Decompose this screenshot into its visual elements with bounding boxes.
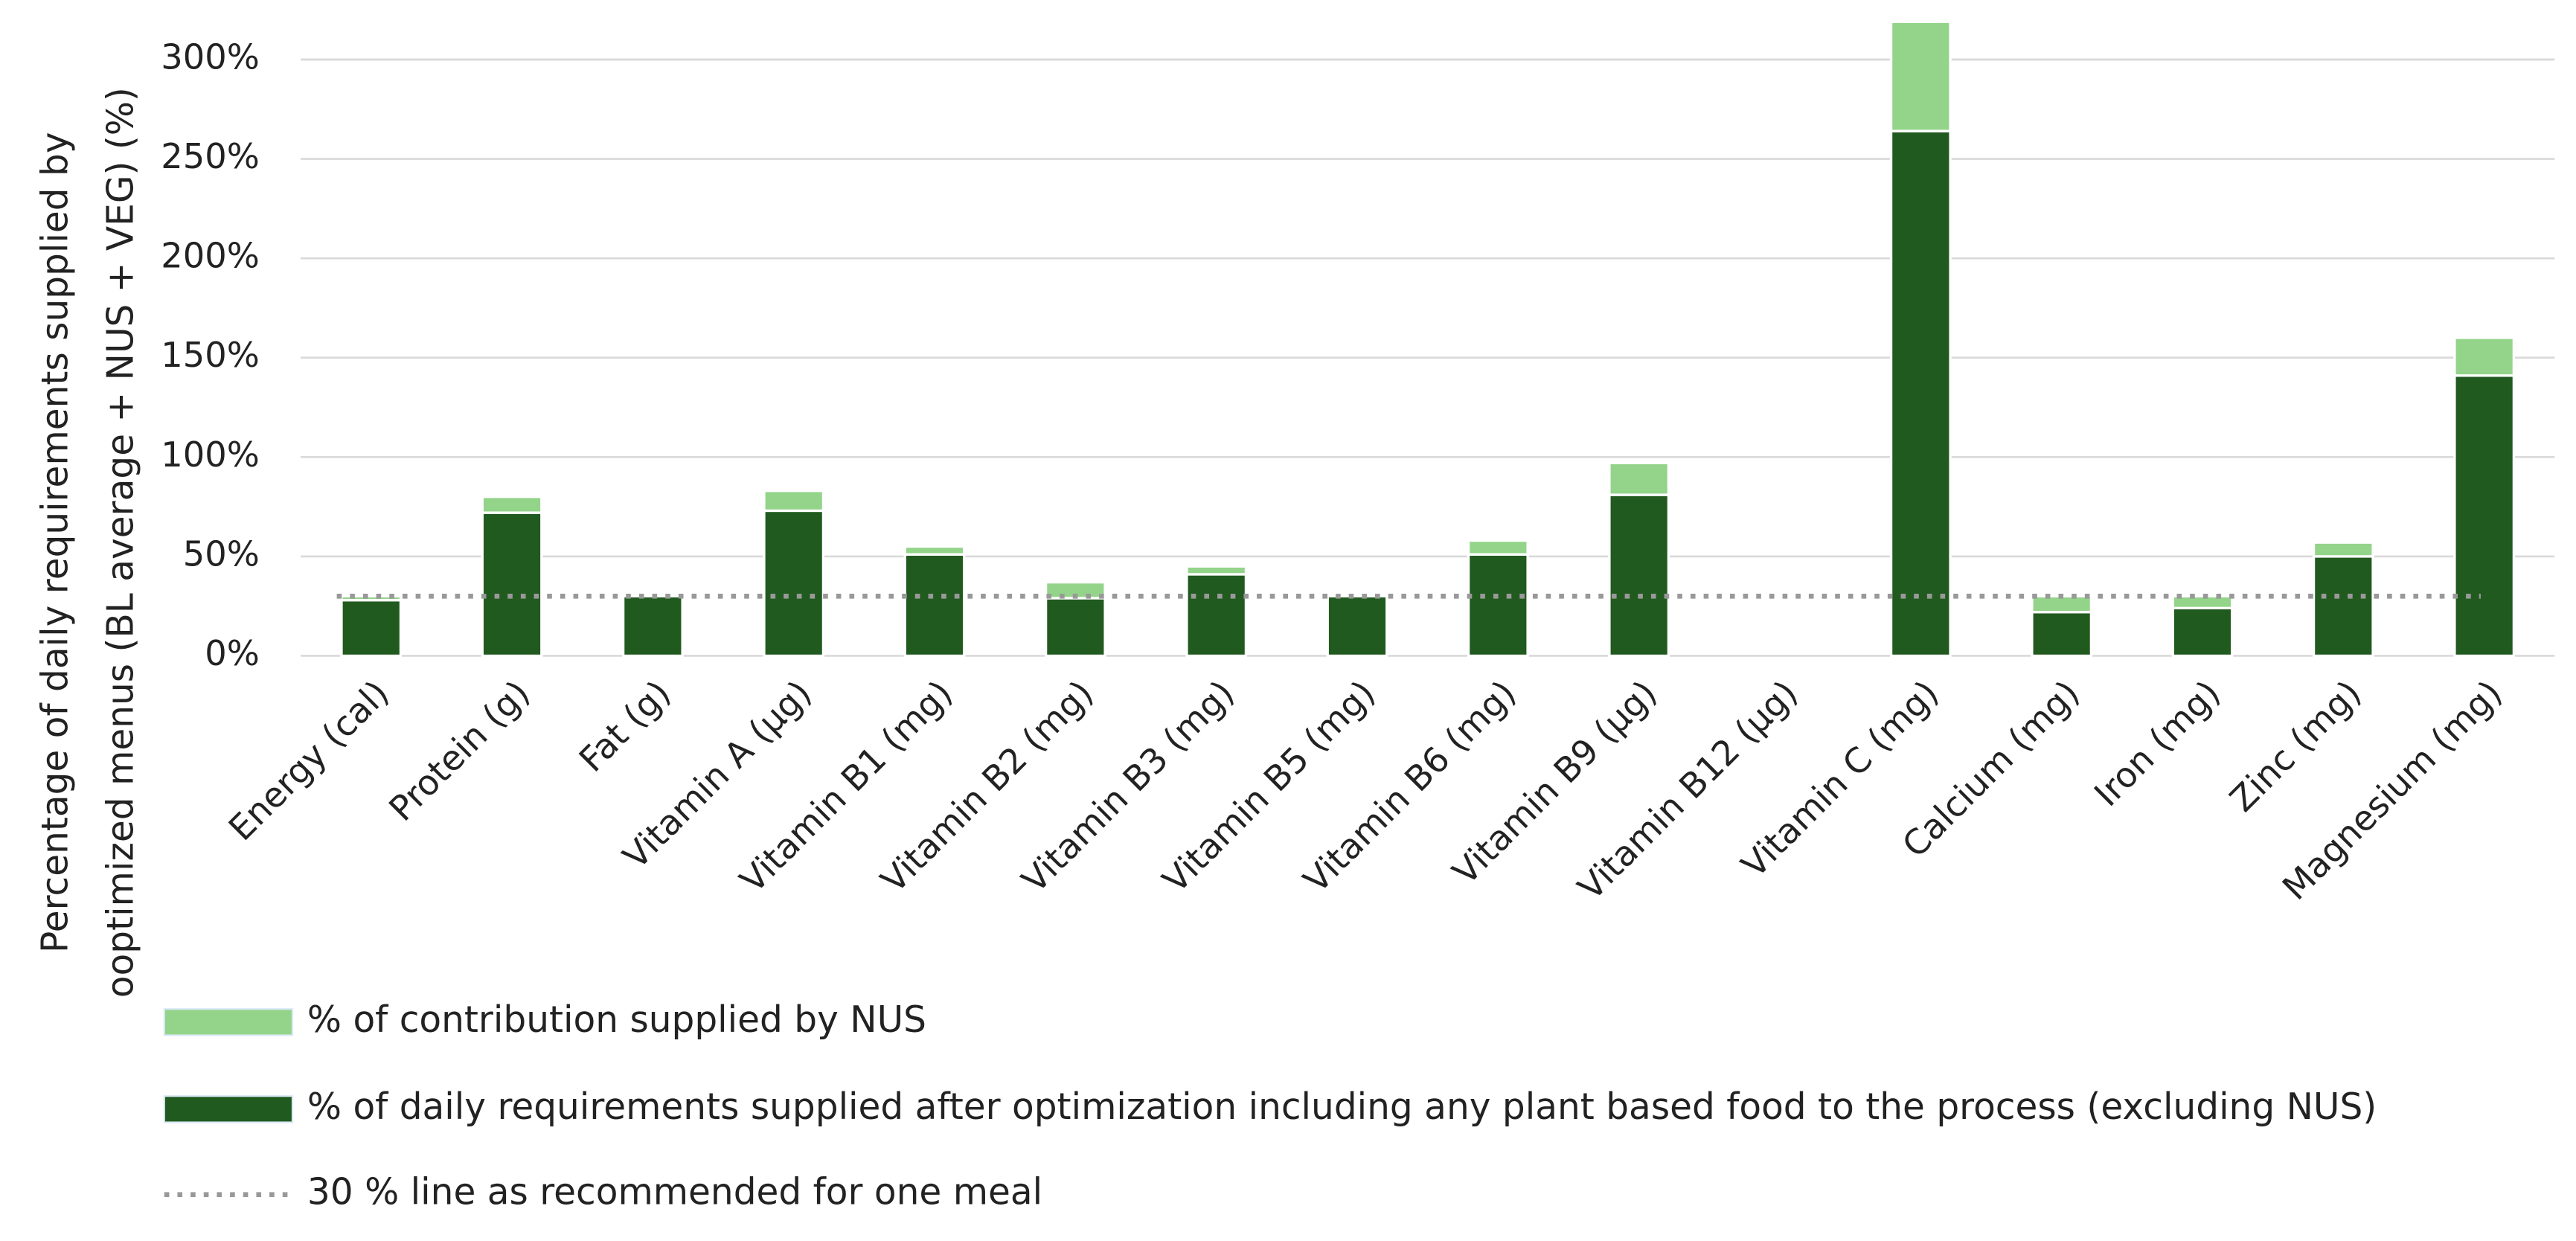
y-axis-label: Percentage of daily requirements supplie…	[34, 132, 76, 952]
bar-segment	[1467, 553, 1529, 658]
bar-segment	[1608, 461, 1670, 496]
x-tick-label: Zinc (mg)	[2222, 673, 2368, 819]
y-tick-label: 0%	[205, 633, 260, 673]
bar-segment	[621, 594, 684, 658]
x-tick-label: Energy (cal)	[221, 673, 397, 848]
y-tick-label: 200%	[161, 236, 260, 276]
bar-segment	[481, 496, 543, 514]
bar-segment	[2453, 336, 2516, 377]
legend-label: 30 % line as recommended for one meal	[307, 1172, 1042, 1213]
legend-swatch	[163, 1095, 294, 1123]
bar-segment	[1467, 539, 1529, 556]
bar-segment	[1889, 129, 1952, 658]
x-tick-label: Fat (g)	[571, 673, 679, 780]
bar-segment	[1185, 565, 1248, 576]
y-tick-label: 250%	[161, 136, 260, 176]
bar-segment	[2031, 611, 2093, 658]
bar-segment	[2312, 541, 2374, 558]
bar-segment	[481, 511, 543, 658]
y-tick-label: 300%	[161, 36, 260, 77]
legend-label: % of daily requirements supplied after o…	[307, 1086, 2377, 1128]
legend-label: % of contribution supplied by NUS	[307, 999, 926, 1041]
x-tick-label: Iron (mg)	[2086, 673, 2228, 814]
bar-segment	[1889, 20, 1952, 132]
y-tick-label: 50%	[183, 533, 260, 574]
bar-segment	[1326, 594, 1388, 658]
bar-segment	[2171, 606, 2234, 658]
bar-segment	[2312, 555, 2374, 658]
bar-segment	[763, 509, 825, 658]
bar-segment	[763, 490, 825, 513]
bar-segment	[903, 553, 966, 658]
bar-segment	[903, 545, 966, 556]
x-tick-label: Protein (g)	[381, 673, 537, 829]
legend-swatch	[163, 1008, 294, 1036]
bar-segment	[1185, 573, 1248, 658]
bar-segment	[1608, 493, 1670, 658]
y-tick-label: 100%	[161, 434, 260, 475]
bar-segment	[340, 599, 403, 658]
y-axis-label: ooptimized menus (BL average + NUS + VEG…	[100, 87, 142, 998]
bar-segment	[2171, 594, 2234, 610]
bar-segment	[2453, 374, 2516, 658]
y-tick-label: 150%	[161, 335, 260, 375]
bar-segment	[1044, 597, 1106, 658]
